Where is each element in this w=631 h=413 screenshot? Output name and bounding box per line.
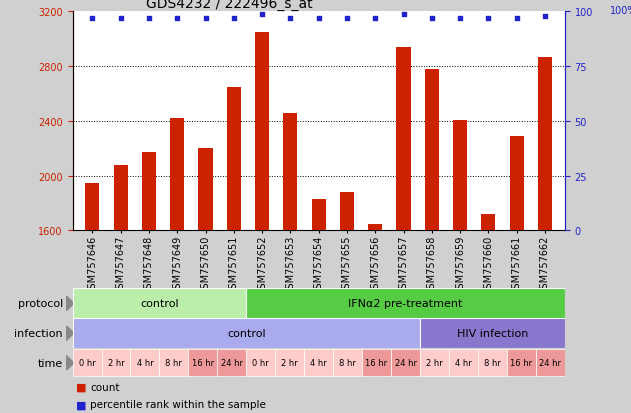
- Text: ■: ■: [76, 399, 86, 409]
- Bar: [275, 350, 304, 376]
- Text: 24 hr: 24 hr: [394, 358, 416, 368]
- Text: 0 hr: 0 hr: [252, 358, 269, 368]
- Text: time: time: [38, 358, 63, 368]
- Text: 8 hr: 8 hr: [165, 358, 182, 368]
- Point: [427, 16, 437, 22]
- Text: HIV infection: HIV infection: [457, 328, 528, 338]
- Bar: [391, 350, 420, 376]
- Point: [285, 16, 295, 22]
- Bar: [102, 350, 131, 376]
- Bar: [362, 350, 391, 376]
- Text: ■: ■: [76, 382, 86, 392]
- Point: [370, 16, 380, 22]
- Point: [483, 16, 493, 22]
- Point: [257, 11, 267, 18]
- Bar: [312, 199, 326, 231]
- Point: [144, 16, 154, 22]
- Point: [342, 16, 352, 22]
- Y-axis label: 100%: 100%: [610, 6, 631, 16]
- Point: [540, 14, 550, 20]
- Bar: [85, 183, 100, 231]
- Point: [455, 16, 465, 22]
- Text: count: count: [90, 382, 120, 392]
- Point: [87, 16, 97, 22]
- Bar: [170, 119, 184, 231]
- Bar: [396, 48, 411, 231]
- Bar: [304, 350, 333, 376]
- Bar: [510, 137, 524, 231]
- Text: GDS4232 / 222496_s_at: GDS4232 / 222496_s_at: [146, 0, 313, 12]
- Bar: [131, 350, 160, 376]
- Bar: [246, 350, 275, 376]
- Text: 4 hr: 4 hr: [455, 358, 472, 368]
- Point: [229, 16, 239, 22]
- Text: control: control: [227, 328, 266, 338]
- Point: [172, 16, 182, 22]
- Bar: [73, 318, 420, 348]
- Bar: [538, 57, 552, 231]
- Text: infection: infection: [15, 328, 63, 338]
- Point: [314, 16, 324, 22]
- Text: protocol: protocol: [18, 299, 63, 309]
- Bar: [425, 70, 439, 231]
- Bar: [114, 165, 127, 231]
- Bar: [246, 289, 565, 318]
- Bar: [217, 350, 246, 376]
- Point: [398, 11, 408, 18]
- Bar: [189, 350, 217, 376]
- Bar: [481, 214, 495, 231]
- Point: [512, 16, 522, 22]
- Bar: [333, 350, 362, 376]
- Text: control: control: [140, 299, 179, 309]
- Bar: [449, 350, 478, 376]
- Bar: [227, 88, 241, 231]
- Text: 2 hr: 2 hr: [426, 358, 443, 368]
- Bar: [283, 114, 297, 231]
- Bar: [73, 289, 246, 318]
- Text: 4 hr: 4 hr: [310, 358, 327, 368]
- Text: 8 hr: 8 hr: [339, 358, 356, 368]
- Text: 16 hr: 16 hr: [192, 358, 214, 368]
- Bar: [478, 350, 507, 376]
- Text: 8 hr: 8 hr: [484, 358, 501, 368]
- Polygon shape: [66, 356, 74, 370]
- Text: 16 hr: 16 hr: [510, 358, 533, 368]
- Bar: [368, 224, 382, 231]
- Bar: [536, 350, 565, 376]
- Text: 24 hr: 24 hr: [221, 358, 243, 368]
- Bar: [340, 192, 354, 231]
- Point: [115, 16, 126, 22]
- Text: 0 hr: 0 hr: [79, 358, 95, 368]
- Bar: [420, 350, 449, 376]
- Bar: [73, 350, 102, 376]
- Bar: [160, 350, 189, 376]
- Bar: [507, 350, 536, 376]
- Text: 24 hr: 24 hr: [540, 358, 561, 368]
- Polygon shape: [66, 296, 74, 311]
- Polygon shape: [66, 326, 74, 341]
- Text: percentile rank within the sample: percentile rank within the sample: [90, 399, 266, 409]
- Bar: [453, 120, 467, 231]
- Text: 4 hr: 4 hr: [136, 358, 153, 368]
- Bar: [142, 153, 156, 231]
- Text: 16 hr: 16 hr: [365, 358, 387, 368]
- Bar: [198, 149, 213, 231]
- Text: 2 hr: 2 hr: [108, 358, 124, 368]
- Bar: [255, 33, 269, 231]
- Text: 2 hr: 2 hr: [281, 358, 298, 368]
- Text: IFNα2 pre-treatment: IFNα2 pre-treatment: [348, 299, 463, 309]
- Point: [201, 16, 211, 22]
- Bar: [420, 318, 565, 348]
